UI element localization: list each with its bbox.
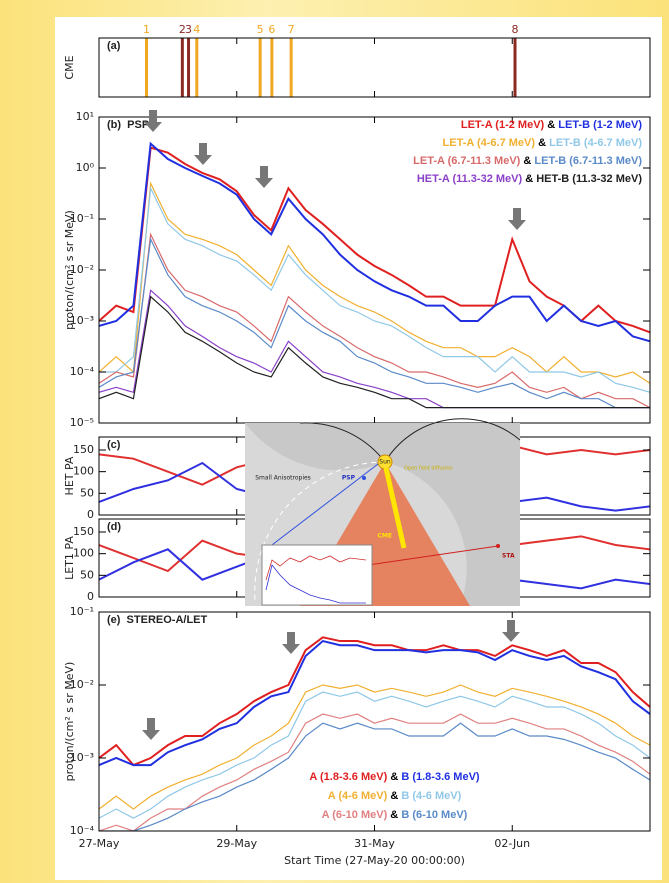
inset-label: Open field diffusion bbox=[404, 466, 453, 472]
y-tick-label: 150 bbox=[73, 443, 94, 456]
panel-title: (d) bbox=[107, 521, 121, 533]
legend-label: A (6-10 MeV) bbox=[322, 809, 388, 821]
inset-label: STA bbox=[502, 553, 515, 560]
cme-label: 5 bbox=[257, 23, 264, 36]
legend-entry: A (4-6 MeV) & B (4-6 MeV) bbox=[328, 790, 462, 802]
legend-label: A (4-6 MeV) bbox=[328, 790, 388, 802]
y-tick-label: 50 bbox=[80, 568, 94, 581]
panel-title: (c) bbox=[107, 439, 121, 451]
inset-label: Small Anisotropies bbox=[255, 475, 311, 482]
legend-entry: LET-A (4-6.7 MeV) & LET-B (4-6.7 MeV) bbox=[443, 137, 643, 149]
legend-separator: & bbox=[535, 137, 549, 149]
y-tick-label: 10¹ bbox=[76, 110, 94, 123]
y-tick-label: 10⁻¹ bbox=[70, 605, 94, 618]
y-tick-label: 150 bbox=[73, 525, 94, 538]
cme-label: 7 bbox=[288, 23, 295, 36]
legend-separator: & bbox=[522, 173, 536, 185]
x-tick-label: 02-Jun bbox=[494, 837, 530, 850]
legend-entry: LET-A (1-2 MeV) & LET-B (1-2 MeV) bbox=[461, 119, 642, 131]
cme-label: 6 bbox=[268, 23, 275, 36]
x-tick-label: 29-May bbox=[216, 837, 257, 850]
inset-diagram: Sun Small Anisotropies PSP STA CME Open … bbox=[245, 419, 520, 606]
inset-plot bbox=[262, 545, 372, 605]
y-tick-label: 0 bbox=[87, 590, 94, 603]
legend-separator: & bbox=[387, 790, 401, 802]
legend-label: LET-A (6.7-11.3 MeV) bbox=[413, 155, 521, 167]
x-axis-label: Start Time (27-May-20 00:00:00) bbox=[284, 854, 465, 867]
legend-label: HET-A (11.3-32 MeV) bbox=[417, 173, 523, 185]
x-tick-label: 31-May bbox=[354, 837, 395, 850]
legend-label: LET-B (6.7-11.3 MeV) bbox=[534, 155, 642, 167]
legend-label: B (6-10 MeV) bbox=[401, 809, 467, 821]
panel-title: (a) bbox=[107, 40, 121, 52]
inset-label: Sun bbox=[379, 459, 391, 466]
legend-label: HET-B (11.3-32 MeV) bbox=[536, 173, 642, 185]
panel-title: (e) STEREO-A/LET bbox=[107, 614, 208, 626]
y-axis-label: HET PA bbox=[63, 456, 76, 495]
cme-label: 1 bbox=[143, 23, 150, 36]
y-axis-label: proton/(cm² s sr MeV) bbox=[63, 662, 76, 782]
legend-separator: & bbox=[544, 119, 558, 131]
legend-entry: HET-A (11.3-32 MeV) & HET-B (11.3-32 MeV… bbox=[417, 173, 643, 185]
y-axis-label: proton/(cm² s sr MeV) bbox=[63, 210, 76, 330]
legend-entry: A (1.8-3.6 MeV) & B (1.8-3.6 MeV) bbox=[309, 771, 479, 783]
x-tick-label: 27-May bbox=[79, 837, 120, 850]
y-tick-label: 10⁻⁵ bbox=[70, 416, 94, 429]
legend-label: LET-A (1-2 MeV) bbox=[461, 119, 545, 131]
legend-entry: LET-A (6.7-11.3 MeV) & LET-B (6.7-11.3 M… bbox=[413, 155, 642, 167]
inset-label: PSP bbox=[342, 475, 356, 482]
cme-label: 8 bbox=[512, 23, 519, 36]
legend-label: B (4-6 MeV) bbox=[401, 790, 461, 802]
y-axis-label: CME bbox=[63, 55, 76, 79]
legend-label: A (1.8-3.6 MeV) bbox=[309, 771, 387, 783]
y-tick-label: 100 bbox=[73, 547, 94, 560]
y-tick-label: 50 bbox=[80, 486, 94, 499]
inset-psp bbox=[362, 476, 366, 480]
legend-separator: & bbox=[520, 155, 534, 167]
inset-sta bbox=[496, 544, 500, 548]
y-tick-label: 10⁻⁴ bbox=[70, 824, 95, 837]
legend-label: LET-B (1-2 MeV) bbox=[558, 119, 642, 131]
panel-title: (b) PSP bbox=[107, 119, 149, 131]
y-tick-label: 100 bbox=[73, 465, 94, 478]
inset-label: CME bbox=[378, 533, 392, 540]
y-tick-label: 10⁻⁴ bbox=[70, 365, 95, 378]
legend-label: LET-B (4-6.7 MeV) bbox=[549, 137, 642, 149]
y-axis-label: LET1 PA bbox=[63, 536, 76, 580]
legend-label: LET-A (4-6.7 MeV) bbox=[443, 137, 536, 149]
legend-separator: & bbox=[387, 809, 401, 821]
cme-label: 4 bbox=[193, 23, 200, 36]
cme-label: 3 bbox=[185, 23, 192, 36]
legend-label: B (1.8-3.6 MeV) bbox=[401, 771, 480, 783]
legend-separator: & bbox=[387, 771, 401, 783]
y-tick-label: 0 bbox=[87, 508, 94, 521]
legend-entry: A (6-10 MeV) & B (6-10 MeV) bbox=[322, 809, 468, 821]
y-tick-label: 10⁰ bbox=[76, 161, 95, 174]
figure: CME12345678(a)10⁻⁵10⁻⁴10⁻³10⁻²10⁻¹10⁰10¹… bbox=[0, 0, 669, 883]
